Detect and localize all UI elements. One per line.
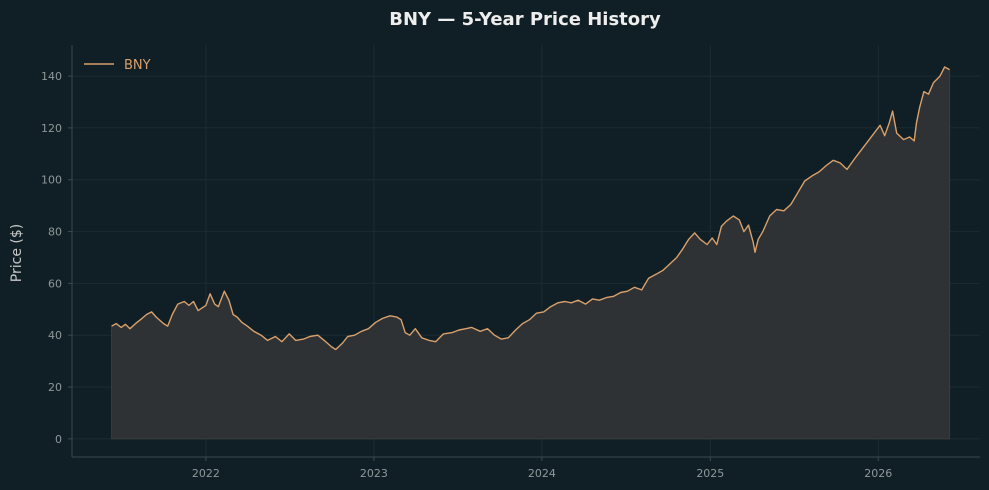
x-tick-label-2022: 2022 [192,467,220,480]
y-tick-label-120: 120 [41,122,62,135]
y-tick-label-20: 20 [48,381,62,394]
x-tick-label-2024: 2024 [528,467,556,480]
legend-label-bny: BNY [124,58,151,73]
y-tick-label-80: 80 [48,226,62,239]
legend: BNY [84,58,151,73]
y-tick-label-60: 60 [48,277,62,290]
x-axis-ticks: 2022 2023 2024 2025 2026 [192,457,892,480]
x-tick-label-2026: 2026 [864,467,892,480]
y-axis-ticks: 0 20 40 60 80 100 120 140 [41,70,72,446]
x-tick-label-2025: 2025 [696,467,724,480]
chart-title: BNY — 5-Year Price History [389,9,661,30]
y-tick-label-40: 40 [48,329,62,342]
x-tick-label-2023: 2023 [360,467,388,480]
series-line-bny [111,66,950,351]
y-tick-label-140: 140 [41,70,62,83]
y-axis-label: Price ($) [9,224,25,282]
y-tick-label-100: 100 [41,174,62,187]
y-tick-label-0: 0 [55,433,62,446]
